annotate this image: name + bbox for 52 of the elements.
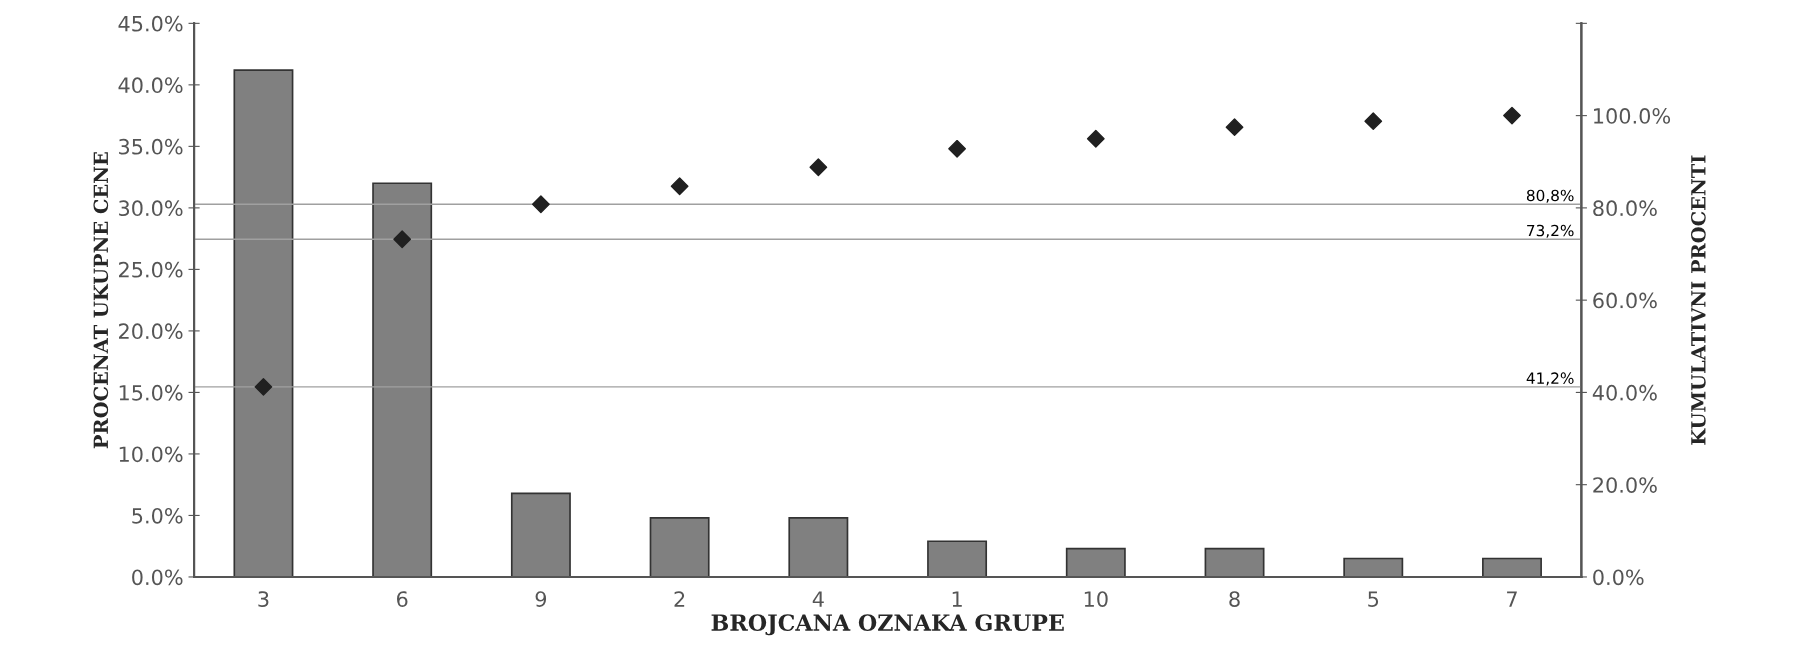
y-tick-label: 30.0% [119, 200, 183, 217]
bar [1343, 557, 1404, 577]
bar [233, 69, 294, 577]
x-tick-label: 7 [1507, 591, 1517, 607]
x-tick-label: 1 [952, 591, 962, 607]
ref-line-label: 73,2% [1527, 224, 1574, 238]
point [1364, 112, 1383, 131]
y2-tick-label: 60.0% [1593, 292, 1657, 309]
point [1503, 106, 1521, 125]
y-tick-label: 25.0% [119, 261, 183, 278]
y-tick-label: 35.0% [119, 138, 183, 155]
bar [1065, 547, 1126, 577]
x-axis-title: BROJCANA OZNAKA GRUPE [711, 614, 1064, 636]
y-tick-label: 10.0% [119, 446, 183, 463]
ref-line-label: 80,8% [1526, 189, 1574, 203]
y2-axis-title: KUMULATIVNI PROCENTI [1691, 155, 1706, 445]
point [531, 195, 550, 214]
x-tick-label: 4 [812, 591, 824, 607]
y2-tick-label: 40.0% [1592, 384, 1657, 401]
x-tick-label: 8 [1229, 591, 1240, 607]
ref-line-label: 41,2% [1526, 372, 1574, 386]
x-tick-label: 6 [397, 591, 408, 607]
y-tick-label: 15.0% [119, 384, 183, 401]
y-axis-title: PROCENAT UKUPNE CENE [93, 152, 109, 449]
bar [927, 540, 988, 577]
y2-tick-label: 0.0% [1593, 569, 1644, 586]
bar [510, 492, 571, 577]
y-tick-label: 40.0% [118, 77, 183, 94]
x-tick-label: 3 [258, 591, 269, 607]
x-tick-label: 9 [535, 591, 547, 607]
point [1225, 118, 1244, 137]
point [948, 139, 966, 158]
y-tick-label: 0.0% [132, 569, 183, 586]
y2-tick-label: 80.0% [1593, 200, 1657, 217]
y2-tick-label: 20.0% [1593, 477, 1657, 493]
point [254, 377, 273, 396]
x-tick-label: 2 [674, 591, 685, 607]
bar [649, 517, 710, 577]
bar [788, 517, 849, 577]
point [809, 158, 828, 177]
y-tick-label: 20.0% [119, 323, 183, 340]
x-tick-label: 10 [1084, 591, 1108, 607]
y2-tick-label: 100.0% [1594, 108, 1671, 124]
point [393, 230, 412, 249]
point [670, 177, 689, 196]
bar [372, 182, 433, 577]
y-tick-label: 45.0% [118, 15, 183, 32]
bar [1482, 557, 1542, 577]
point [1086, 129, 1105, 148]
y-tick-label: 5.0% [132, 507, 183, 524]
bar [1204, 547, 1265, 577]
x-tick-label: 5 [1368, 591, 1379, 607]
